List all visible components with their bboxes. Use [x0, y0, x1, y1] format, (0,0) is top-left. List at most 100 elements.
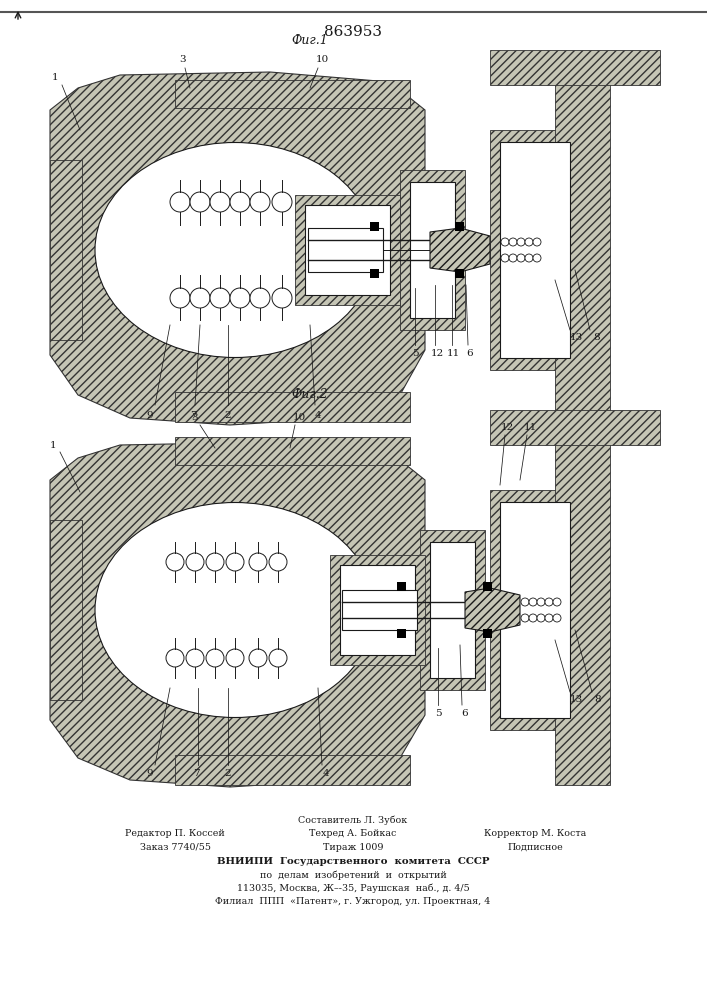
Circle shape	[249, 649, 267, 667]
Text: Подписное: Подписное	[507, 842, 563, 852]
Bar	[175, 392, 410, 422]
Text: по  делам  изобретений  и  открытий: по делам изобретений и открытий	[259, 870, 446, 880]
Circle shape	[206, 553, 224, 571]
Circle shape	[206, 649, 224, 667]
Ellipse shape	[95, 142, 375, 358]
Text: 12: 12	[501, 422, 513, 432]
Bar	[308, 228, 383, 272]
Text: 9: 9	[146, 768, 153, 778]
Circle shape	[517, 254, 525, 262]
Bar	[397, 582, 406, 591]
Text: Редактор П. Коссей: Редактор П. Коссей	[125, 830, 225, 838]
Bar	[483, 629, 492, 638]
Circle shape	[509, 238, 517, 246]
Circle shape	[269, 553, 287, 571]
Text: 11: 11	[446, 349, 460, 358]
Text: Заказ 7740/55: Заказ 7740/55	[139, 842, 211, 852]
Text: 10: 10	[293, 412, 305, 422]
Circle shape	[553, 598, 561, 606]
Bar	[430, 542, 475, 678]
Circle shape	[249, 553, 267, 571]
Text: 12: 12	[431, 349, 443, 358]
Circle shape	[170, 288, 190, 308]
Bar	[455, 269, 464, 278]
Circle shape	[166, 553, 184, 571]
Text: Фиг.1: Фиг.1	[291, 33, 328, 46]
Text: Техред А. Бойкас: Техред А. Бойкас	[310, 830, 397, 838]
Text: 1: 1	[52, 74, 58, 83]
Bar	[420, 530, 485, 690]
Circle shape	[269, 649, 287, 667]
Text: 8: 8	[595, 696, 602, 704]
Circle shape	[226, 553, 244, 571]
Text: 113035, Москва, Ж–-35, Раушская  наб., д. 4/5: 113035, Москва, Ж–-35, Раушская наб., д.…	[237, 883, 469, 893]
Circle shape	[190, 192, 210, 212]
Circle shape	[533, 238, 541, 246]
Bar	[490, 490, 580, 730]
Bar	[555, 435, 610, 785]
Bar	[175, 80, 410, 108]
Bar	[370, 269, 379, 278]
Polygon shape	[465, 588, 520, 632]
Text: Корректор М. Коста: Корректор М. Коста	[484, 830, 586, 838]
Text: 13: 13	[569, 332, 583, 342]
Bar	[500, 142, 570, 358]
Text: 11: 11	[523, 422, 537, 432]
Text: 5: 5	[435, 708, 441, 718]
Bar	[500, 502, 570, 718]
Bar	[50, 160, 82, 340]
Text: 5: 5	[411, 349, 419, 358]
Bar	[455, 222, 464, 231]
Circle shape	[553, 614, 561, 622]
Bar	[175, 755, 410, 785]
Text: 7: 7	[193, 768, 199, 778]
Bar	[400, 170, 465, 330]
Text: 7: 7	[189, 410, 197, 420]
Circle shape	[537, 598, 545, 606]
Circle shape	[230, 192, 250, 212]
Circle shape	[190, 288, 210, 308]
Circle shape	[525, 254, 533, 262]
Circle shape	[529, 614, 537, 622]
Circle shape	[210, 192, 230, 212]
Circle shape	[525, 238, 533, 246]
Circle shape	[533, 254, 541, 262]
Circle shape	[501, 254, 509, 262]
Bar	[330, 555, 425, 665]
Text: 10: 10	[315, 55, 329, 64]
Bar	[340, 565, 415, 655]
Ellipse shape	[95, 502, 375, 718]
Text: 2: 2	[225, 410, 231, 420]
Bar	[483, 582, 492, 591]
Text: 8: 8	[594, 332, 600, 342]
Text: 6: 6	[467, 349, 473, 358]
Circle shape	[529, 598, 537, 606]
Circle shape	[545, 598, 553, 606]
Bar	[50, 520, 82, 700]
Text: 13: 13	[569, 696, 583, 704]
Text: 9: 9	[146, 410, 153, 420]
Text: 3: 3	[180, 55, 187, 64]
Text: 4: 4	[315, 410, 321, 420]
Text: 1: 1	[49, 440, 57, 450]
Polygon shape	[50, 72, 425, 425]
Text: Составитель Л. Зубок: Составитель Л. Зубок	[298, 815, 408, 825]
Bar	[175, 437, 410, 465]
Text: 4: 4	[322, 768, 329, 778]
Bar	[295, 195, 400, 305]
Circle shape	[509, 254, 517, 262]
Bar	[555, 75, 610, 425]
Circle shape	[272, 192, 292, 212]
Bar	[342, 590, 417, 630]
Circle shape	[250, 192, 270, 212]
Circle shape	[537, 614, 545, 622]
Text: 863953: 863953	[324, 25, 382, 39]
Bar	[370, 222, 379, 231]
Bar	[410, 182, 455, 318]
Text: Филиал  ППП  «Патент», г. Ужгород, ул. Проектная, 4: Филиал ППП «Патент», г. Ужгород, ул. Про…	[216, 896, 491, 906]
Bar	[397, 629, 406, 638]
Circle shape	[545, 614, 553, 622]
Bar	[490, 50, 660, 85]
Text: ВНИИПИ  Государственного  комитета  СССР: ВНИИПИ Государственного комитета СССР	[217, 857, 489, 866]
Circle shape	[272, 288, 292, 308]
